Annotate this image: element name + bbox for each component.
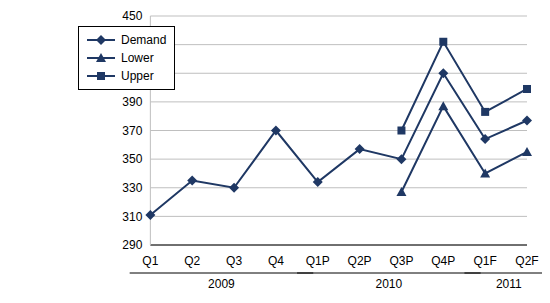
svg-text:430: 430 xyxy=(122,38,142,52)
svg-text:370: 370 xyxy=(122,124,142,138)
svg-text:Q4P: Q4P xyxy=(431,254,455,268)
svg-text:Q2: Q2 xyxy=(184,254,200,268)
svg-text:290: 290 xyxy=(122,238,142,252)
svg-text:Q4: Q4 xyxy=(268,254,284,268)
svg-text:Q3: Q3 xyxy=(226,254,242,268)
svg-text:Q2P: Q2P xyxy=(348,254,372,268)
svg-text:Q1: Q1 xyxy=(142,254,158,268)
svg-text:Q1F: Q1F xyxy=(473,254,496,268)
svg-text:450: 450 xyxy=(122,9,142,23)
svg-text:310: 310 xyxy=(122,210,142,224)
svg-text:390: 390 xyxy=(122,95,142,109)
svg-text:2009: 2009 xyxy=(208,277,235,291)
svg-text:Q2F: Q2F xyxy=(515,254,538,268)
svg-text:330: 330 xyxy=(122,181,142,195)
svg-text:2011: 2011 xyxy=(496,277,522,291)
svg-text:2010: 2010 xyxy=(376,277,403,291)
svg-text:Q1P: Q1P xyxy=(306,254,330,268)
svg-text:350: 350 xyxy=(122,152,142,166)
svg-text:410: 410 xyxy=(122,67,142,81)
svg-text:Q3P: Q3P xyxy=(389,254,413,268)
